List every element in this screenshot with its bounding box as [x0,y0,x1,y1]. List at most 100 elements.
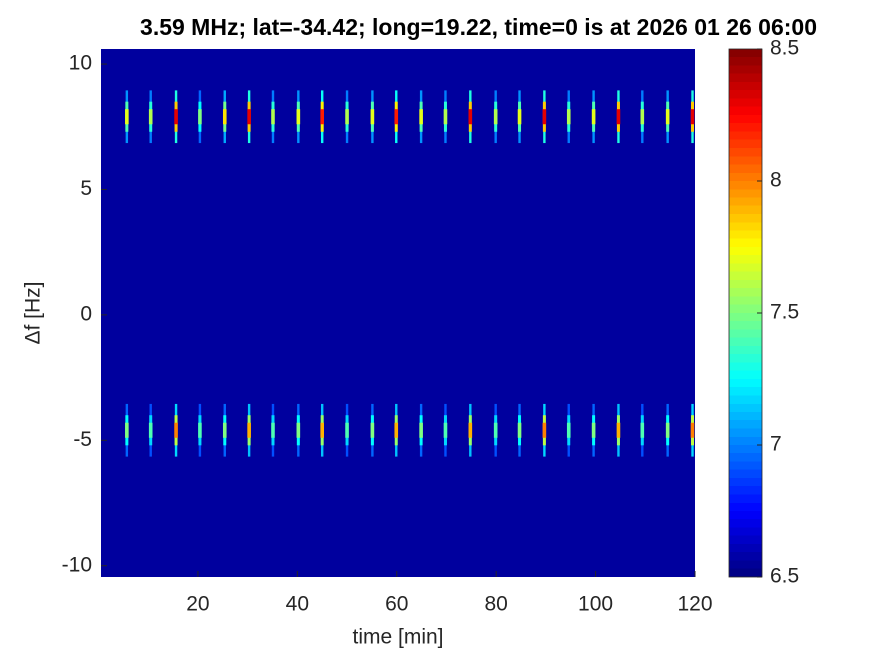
streak [468,403,473,457]
x-tick-label: 100 [578,593,613,616]
streak-core [542,109,547,125]
streak-core [517,109,522,125]
streak [370,403,375,457]
x-tick-label: 120 [677,593,712,616]
streak [616,90,621,144]
y-tick-label: -5 [73,428,92,451]
streak-core [517,422,522,438]
streak [591,403,596,457]
streak [419,403,423,457]
streak [125,90,129,144]
streak-core [296,109,301,125]
streak [198,90,202,144]
streak [148,90,153,144]
streak [517,90,522,144]
streak-core [616,422,621,438]
streak [222,90,227,144]
streak-core [468,109,473,125]
streak [591,90,596,144]
streak [493,90,498,144]
streak-core [271,422,275,438]
streak [394,90,399,144]
streak [443,403,448,457]
streak-core [320,109,324,125]
streak-core [345,109,349,125]
streak [247,90,251,144]
streak-core [690,109,695,125]
streak [640,90,645,144]
colorbar-tick-label: 7 [770,433,782,456]
streak [493,403,498,457]
streak-core [419,422,423,438]
streak [616,403,621,457]
streak-core [690,422,695,438]
streak [271,90,275,144]
streak-core [468,422,473,438]
x-tick-label: 40 [286,593,309,616]
streak-core [566,109,571,125]
streak [517,403,522,457]
streak-core [125,422,129,438]
x-tick-label: 60 [385,593,408,616]
colorbar [728,48,763,578]
chart-title: 3.59 MHz; lat=-34.42; long=19.22, time=0… [140,14,817,40]
streak [174,90,178,144]
streak [247,403,251,457]
streak-core [148,422,153,438]
streak [665,90,670,144]
streak-core [198,422,202,438]
streak [296,90,301,144]
streak-core [345,422,349,438]
streak-core [296,422,301,438]
streak [320,90,324,144]
streak-core [271,109,275,125]
streak-core [591,422,596,438]
streak-core [493,109,498,125]
streak [394,403,399,457]
streak [566,90,571,144]
streak [320,403,324,457]
x-axis-label: time [min] [352,626,443,649]
streak [542,90,547,144]
colorbar-tick-label: 6.5 [770,565,799,588]
streak-core [616,109,621,125]
streak-core [247,422,251,438]
x-tick-label: 20 [186,593,209,616]
streak [345,403,349,457]
streak [419,90,423,144]
streak-core [198,109,202,125]
streak-core [370,422,375,438]
streak [468,90,473,144]
colorbar-tick-label: 8.5 [770,37,799,60]
streak-core [247,109,251,125]
streak-core [222,109,227,125]
y-axis-label: Δf [Hz] [22,281,45,344]
streak-core [370,109,375,125]
streak [690,90,695,144]
x-tick-label: 80 [484,593,507,616]
streak-core [222,422,227,438]
streak [271,403,275,457]
streak-core [419,109,423,125]
streak-core [174,422,178,438]
colorbar-tick-label: 8 [770,169,782,192]
streak [690,403,695,457]
streak [345,90,349,144]
streak-core [148,109,153,125]
colorbar-tick-label: 7.5 [770,301,799,324]
streak-core [174,109,178,125]
streak-core [665,109,670,125]
streak [566,403,571,457]
streak-core [542,422,547,438]
streak [370,90,375,144]
y-tick-label: 5 [80,177,92,200]
streak-core [443,109,448,125]
streak-core [591,109,596,125]
streak [125,403,129,457]
streak-core [640,422,645,438]
y-tick-label: 10 [69,52,92,75]
y-tick-label: 0 [80,302,92,325]
streak-core [493,422,498,438]
streak [640,403,645,457]
